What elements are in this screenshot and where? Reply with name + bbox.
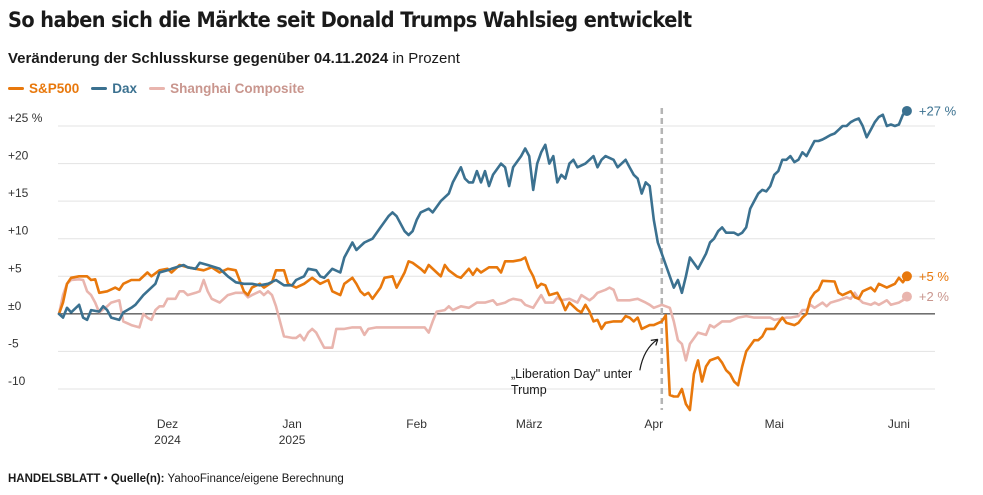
legend-label-shanghai: Shanghai Composite (170, 81, 305, 96)
y-tick-label: +10 (8, 224, 29, 238)
footer-brand: HANDELSBLATT (8, 473, 101, 485)
x-tick-label: Jan (282, 417, 301, 431)
y-tick-label: -5 (8, 336, 19, 350)
legend-swatch-shanghai (149, 87, 166, 90)
page-title: So haben sich die Märkte seit Donald Tru… (8, 8, 692, 32)
end-marker-dax (901, 105, 912, 116)
legend-label-dax: Dax (112, 81, 138, 96)
chart-subtitle: Veränderung der Schlusskurse gegenüber 0… (8, 50, 460, 67)
subtitle-unit: in Prozent (388, 50, 460, 67)
x-tick-label: Apr (644, 417, 663, 431)
legend-item-sp500: S&P500 (8, 81, 79, 96)
annotation-text-line2: Trump (511, 383, 547, 397)
subtitle-main: Veränderung der Schlusskurse gegenüber 0… (8, 50, 389, 67)
footer-source-label: Quelle(n): (110, 473, 165, 485)
legend-item-shanghai: Shanghai Composite (149, 81, 304, 96)
footer-separator: • (100, 473, 111, 485)
series-line-sp500 (57, 256, 909, 412)
end-marker-shanghai (901, 291, 912, 302)
annotation-arrow (639, 338, 659, 371)
y-tick-label: +15 (8, 186, 29, 200)
y-tick-label: +25 % (8, 111, 43, 125)
footer-source: YahooFinance/eigene Berechnung (164, 473, 344, 485)
x-tick-label: Mai (765, 417, 784, 431)
y-tick-label: +20 (8, 149, 29, 163)
x-tick-year-label: 2024 (154, 433, 181, 447)
legend-swatch-sp500 (8, 87, 24, 90)
y-tick-label: -10 (8, 374, 26, 388)
end-marker-sp500 (901, 271, 912, 282)
series-line-dax (57, 109, 909, 322)
annotation-text: „Liberation Day" unter (511, 367, 632, 381)
line-chart: +25 % +20 +15 +10 +5 ±0 -5 -10 Dez 2024 Jan 2025 Feb… (8, 103, 957, 447)
legend-item-dax: Dax (91, 81, 137, 96)
footer: HANDELSBLATT • Quelle(n): YahooFinance/e… (8, 473, 344, 485)
legend-label-sp500: S&P500 (29, 81, 80, 96)
y-tick-label: ±0 (8, 299, 22, 313)
x-tick-year-label: 2025 (279, 433, 306, 447)
x-tick-label: März (516, 417, 543, 431)
y-tick-label: +5 (8, 261, 22, 275)
x-tick-label: Feb (406, 417, 427, 431)
annotation-arrowhead (650, 338, 659, 346)
end-label-dax: +27 % (919, 103, 957, 118)
end-label-sp500: +5 % (919, 269, 949, 284)
x-tick-label: Dez (157, 417, 178, 431)
x-tick-label: Juni (888, 417, 910, 431)
legend: S&P500 Dax Shanghai Composite (8, 81, 304, 96)
legend-swatch-dax (91, 87, 108, 90)
end-label-shanghai: +2 % (919, 289, 949, 304)
